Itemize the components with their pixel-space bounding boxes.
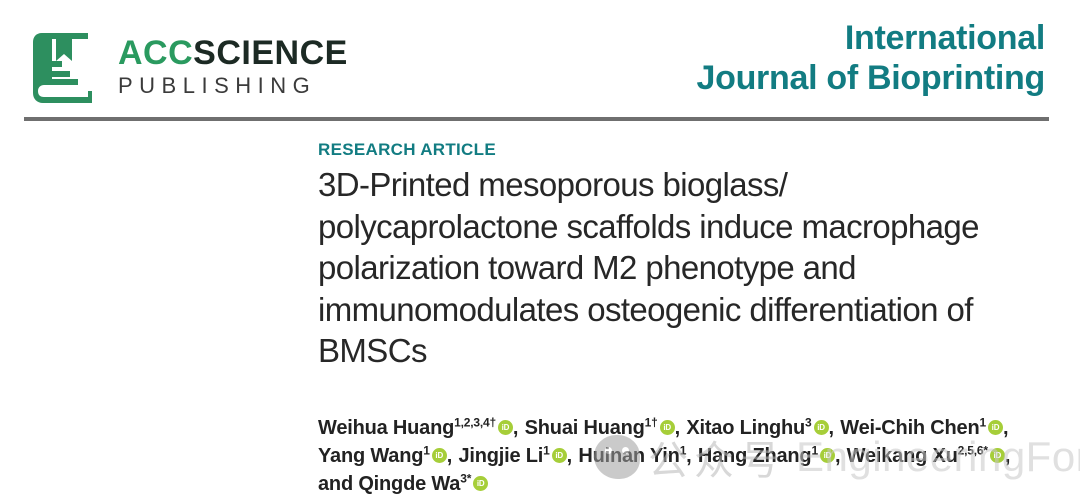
- author: Xitao Linghu3 iD,: [686, 415, 840, 439]
- article-title-line: 3D-Printed mesoporous bioglass/: [318, 166, 788, 203]
- publisher-name-publishing: PUBLISHING: [118, 73, 317, 98]
- orcid-icon[interactable]: iD: [813, 420, 829, 435]
- article-title-line: polarization toward M2 phenotype and: [318, 249, 857, 286]
- orcid-icon[interactable]: iD: [989, 448, 1005, 463]
- orcid-icon[interactable]: iD: [431, 448, 447, 463]
- journal-title-line1: International: [844, 19, 1045, 57]
- author: and Qingde Wa3* iD: [318, 472, 489, 495]
- author: Weikang Xu2,5,6* iD,: [846, 443, 1011, 467]
- article-title-line: polycaprolactone scaffolds induce macrop…: [318, 207, 980, 245]
- publisher-name: ACCSCIENCE PUBLISHING: [118, 35, 348, 99]
- publisher-name-acc: ACC: [118, 34, 194, 72]
- author: Huinan Yin1,: [578, 443, 697, 467]
- article-title-line: immunomodulates osteogenic differentiati…: [318, 290, 973, 328]
- publisher-name-science: SCIENCE: [193, 34, 348, 72]
- orcid-icon[interactable]: iD: [659, 420, 675, 435]
- author: Yang Wang1 iD,: [318, 443, 458, 467]
- orcid-icon[interactable]: iD: [987, 420, 1003, 435]
- journal-title-line2: Journal of Bioprinting: [696, 59, 1046, 97]
- author: Weihua Huang1,2,3,4† iD,: [318, 415, 524, 439]
- author-line: Weihua Huang1,2,3,4† iD, Shuai Huang1† iD,…: [318, 414, 1058, 442]
- author-list: Weihua Huang1,2,3,4† iD, Shuai Huang1† iD,…: [318, 414, 1058, 498]
- orcid-icon[interactable]: iD: [551, 448, 567, 463]
- orcid-icon[interactable]: iD: [497, 420, 513, 435]
- author: Wei-Chih Chen1 iD,: [840, 415, 1009, 439]
- header-divider: [24, 117, 1049, 121]
- article-title-line: BMSCs: [318, 332, 427, 369]
- publisher-logo: ACCSCIENCE PUBLISHING: [28, 27, 348, 107]
- author: Hang Zhang1 iD,: [697, 443, 846, 467]
- author: Shuai Huang1† iD,: [524, 415, 686, 439]
- journal-title: International Journal of Bioprinting: [696, 18, 1046, 98]
- author-line: and Qingde Wa3* iD: [318, 470, 1058, 498]
- author: Jingjie Li1 iD,: [458, 443, 578, 467]
- article-title: 3D-Printed mesoporous bioglass/ polycapr…: [318, 164, 1058, 372]
- article-type-label: RESEARCH ARTICLE: [318, 140, 496, 159]
- orcid-icon[interactable]: iD: [819, 448, 835, 463]
- book-logo-icon: [33, 33, 92, 103]
- orcid-icon[interactable]: iD: [473, 476, 489, 491]
- author-line: Yang Wang1 iD, Jingjie Li1 iD, Huinan Yin1…: [318, 442, 1058, 470]
